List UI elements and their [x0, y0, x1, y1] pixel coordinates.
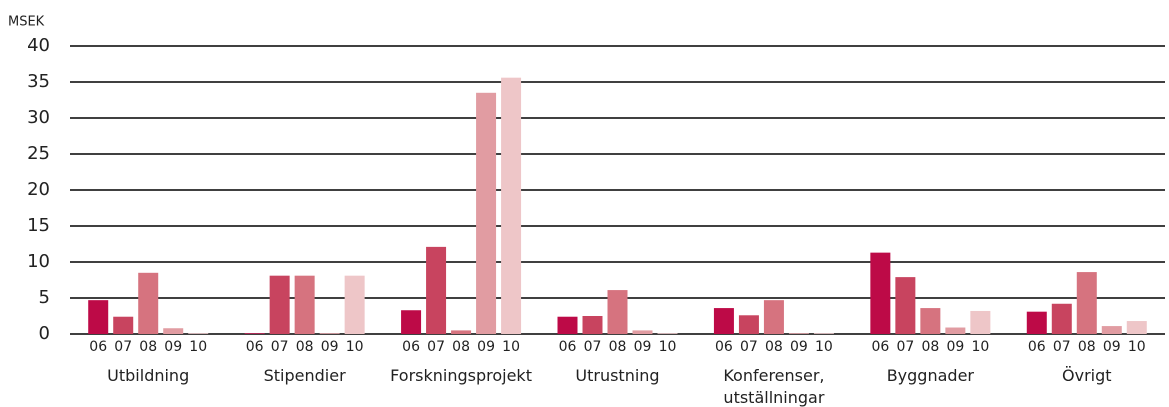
bar [319, 333, 340, 334]
series-label: 06 [1028, 339, 1046, 355]
series-label: 08 [139, 339, 157, 355]
bar [294, 275, 315, 334]
bar [1101, 326, 1122, 334]
bar [813, 333, 834, 334]
bar [1051, 303, 1072, 334]
x-tick-label: Konferenser, utställningar [723, 366, 825, 407]
bar [582, 316, 603, 334]
series-label: 09 [321, 339, 339, 355]
series-label: 07 [271, 339, 289, 355]
x-tick-label: Utrustning [575, 366, 660, 385]
series-label: 09 [1103, 339, 1121, 355]
series-label: 08 [1078, 339, 1096, 355]
bar [945, 327, 966, 334]
y-tick-label: 10 [27, 251, 50, 272]
y-tick-label: 15 [27, 215, 50, 236]
series-label: 06 [559, 339, 577, 355]
bar [426, 246, 447, 334]
bar [269, 275, 290, 334]
bar [244, 333, 265, 334]
y-tick-label: 20 [27, 179, 50, 200]
bar [188, 333, 209, 334]
x-tick-label: Utbildning [107, 366, 190, 385]
bar [607, 290, 628, 334]
series-label: 10 [971, 339, 989, 355]
bar [501, 77, 522, 335]
series-label: 10 [189, 339, 207, 355]
bar [557, 316, 578, 334]
bar [138, 272, 159, 334]
series-label: 07 [1053, 339, 1071, 355]
series-label: 09 [477, 339, 495, 355]
series-label: 06 [402, 339, 420, 355]
bar [970, 310, 991, 334]
series-label: 06 [871, 339, 889, 355]
series-label: 07 [740, 339, 758, 355]
bar [476, 92, 497, 334]
series-label: 07 [114, 339, 132, 355]
bar [870, 252, 891, 334]
series-label: 09 [634, 339, 652, 355]
series-label: 09 [946, 339, 964, 355]
bar [88, 300, 109, 334]
y-tick-label: 35 [27, 71, 50, 92]
x-tick-label: Forskningsprojekt [390, 366, 532, 385]
series-label: 08 [765, 339, 783, 355]
bar [344, 275, 365, 334]
y-tick-label: 25 [27, 143, 50, 164]
series-label: 10 [346, 339, 364, 355]
bar [113, 316, 134, 334]
y-axis-label: MSEK [8, 15, 45, 30]
y-tick-label: 5 [39, 287, 50, 308]
series-label: 09 [164, 339, 182, 355]
series-label: 07 [427, 339, 445, 355]
bar [1126, 321, 1147, 334]
x-tick-label: Stipendier [263, 366, 346, 385]
series-label: 10 [502, 339, 520, 355]
bar [738, 315, 759, 334]
bar [713, 308, 734, 334]
series-label: 07 [584, 339, 602, 355]
x-tick-label: Byggnader [886, 366, 974, 385]
bar [401, 310, 422, 334]
bar [1026, 311, 1047, 334]
series-label: 06 [246, 339, 264, 355]
bar [788, 333, 809, 334]
series-label: 08 [296, 339, 314, 355]
series-label: 10 [1128, 339, 1146, 355]
y-tick-label: 40 [27, 35, 50, 56]
bar [895, 277, 916, 334]
series-label: 09 [790, 339, 808, 355]
bar [451, 330, 472, 334]
series-label: 06 [715, 339, 733, 355]
bar [163, 328, 184, 334]
bar [657, 333, 678, 334]
series-label: 06 [89, 339, 107, 355]
bar [1076, 272, 1097, 334]
bar [763, 300, 784, 334]
series-label: 08 [452, 339, 470, 355]
bar [920, 308, 941, 334]
bar [632, 330, 653, 334]
y-tick-label: 0 [39, 323, 50, 344]
y-tick-label: 30 [27, 107, 50, 128]
series-label: 07 [896, 339, 914, 355]
series-label: 08 [921, 339, 939, 355]
series-label: 10 [659, 339, 677, 355]
series-label: 10 [815, 339, 833, 355]
x-tick-label: Övrigt [1062, 366, 1112, 385]
series-label: 08 [609, 339, 627, 355]
